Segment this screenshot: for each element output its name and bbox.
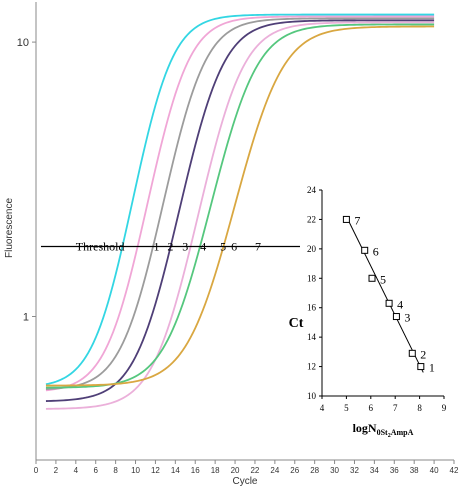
main-x-tick-label: 8 — [113, 466, 118, 475]
main-x-tick-label: 10 — [131, 466, 140, 475]
inset-x-axis-label-sub: 0St — [377, 428, 388, 437]
inset-y-axis-label: Ct — [289, 316, 304, 331]
amplification-curve-2 — [45, 15, 435, 392]
inset-x-tick-label: 5 — [344, 403, 349, 413]
main-x-tick-label: 22 — [250, 466, 259, 475]
main-x-tick-label: 38 — [410, 466, 419, 475]
inset-y-tick-label: 18 — [307, 273, 317, 283]
main-y-tick-label: 1 — [23, 312, 29, 324]
inset-y-tick-label: 24 — [307, 185, 317, 195]
inset-x-ticks: 4 5 6 7 8 9 — [320, 396, 447, 413]
main-x-tick-label: 24 — [270, 466, 279, 475]
inset-point-label-6: 6 — [373, 244, 379, 258]
amplification-chart: 0 2 4 6 8 10 12 14 16 18 20 22 24 26 28 30 32 34 36 38 40 42 … — [4, 2, 459, 487]
amplification-curves — [45, 13, 435, 410]
main-y-tick-label: 10 — [17, 37, 29, 49]
main-x-tick-label: 12 — [151, 466, 160, 475]
inset-y-tick-label: 14 — [307, 332, 317, 342]
main-x-tick-label: 32 — [350, 466, 359, 475]
main-x-tick-label: 36 — [390, 466, 399, 475]
main-x-tick-label: 30 — [330, 466, 339, 475]
main-x-tick-label: 6 — [93, 466, 98, 475]
amplification-curve-5 — [45, 21, 435, 410]
inset-x-axis-label-sub3: AmpA — [391, 428, 414, 437]
inset-point-7 — [342, 215, 350, 223]
main-x-tick-label: 26 — [290, 466, 299, 475]
inset-y-ticks: 10 12 14 16 18 20 22 24 — [307, 185, 322, 401]
inset-y-tick-label: 16 — [307, 303, 317, 313]
inset-x-axis-label: logN0St2AmpA — [353, 421, 414, 439]
main-x-tick-label: 14 — [171, 466, 180, 475]
main-x-ticks: 0 2 4 6 8 10 12 14 16 18 20 22 24 26 28 30 32 34 36 38 40 42 — [34, 460, 459, 475]
main-y-ticks: 1 10 — [17, 37, 36, 324]
curve-label-6: 6 — [231, 239, 237, 253]
amplification-curve-1 — [45, 13, 435, 386]
inset-point-label-7: 7 — [354, 213, 360, 227]
inset-x-tick-label: 8 — [417, 403, 422, 413]
inset-y-tick-label: 22 — [307, 214, 316, 224]
main-x-tick-label: 18 — [211, 466, 220, 475]
inset-x-axis-label-main: logN — [353, 421, 377, 435]
threshold-label: Threshold — [76, 239, 125, 253]
inset-point-label-5: 5 — [380, 272, 386, 286]
curve-label-3: 3 — [182, 239, 188, 253]
curve-label-1: 1 — [153, 239, 159, 253]
curve-label-7: 7 — [255, 239, 261, 253]
inset-point-label-3: 3 — [404, 311, 410, 325]
curve-label-5: 5 — [220, 239, 226, 253]
inset-point-4 — [385, 299, 393, 307]
inset-trendline — [345, 216, 424, 373]
main-x-tick-label: 28 — [310, 466, 319, 475]
inset-point-1 — [417, 363, 425, 371]
inset-point-2 — [408, 349, 416, 357]
main-y-axis-label: Fluorescence — [4, 198, 15, 258]
inset-point-5 — [368, 274, 376, 282]
inset-y-tick-label: 10 — [307, 391, 317, 401]
inset-x-tick-label: 9 — [442, 403, 447, 413]
inset-point-3 — [392, 313, 400, 321]
main-x-tick-label: 0 — [34, 466, 39, 475]
inset-x-tick-label: 6 — [369, 403, 374, 413]
curve-label-4: 4 — [200, 239, 206, 253]
inset-x-tick-label: 7 — [393, 403, 398, 413]
inset-y-tick-label: 20 — [307, 244, 317, 254]
inset-y-tick-label: 12 — [307, 362, 316, 372]
main-x-tick-label: 42 — [450, 466, 459, 475]
curve-label-2: 2 — [167, 239, 173, 253]
inset-point-label-1: 1 — [429, 361, 435, 375]
inset-point-6 — [361, 246, 369, 254]
main-x-tick-label: 40 — [430, 466, 439, 475]
inset-point-label-4: 4 — [397, 297, 403, 311]
amplification-curve-7 — [45, 25, 435, 387]
inset-x-tick-label: 4 — [320, 403, 325, 413]
main-x-tick-label: 16 — [191, 466, 200, 475]
amplification-curve-4 — [45, 19, 435, 402]
main-x-tick-label: 34 — [370, 466, 379, 475]
main-x-tick-label: 4 — [74, 466, 79, 475]
main-x-tick-label: 20 — [231, 466, 240, 475]
inset-x-axis-label-sub2: 2 — [388, 433, 391, 439]
main-x-axis-label: Cycle — [232, 476, 257, 487]
main-x-tick-label: 2 — [54, 466, 59, 475]
inset-point-label-2: 2 — [420, 347, 426, 361]
amplification-curve-3 — [45, 17, 435, 391]
